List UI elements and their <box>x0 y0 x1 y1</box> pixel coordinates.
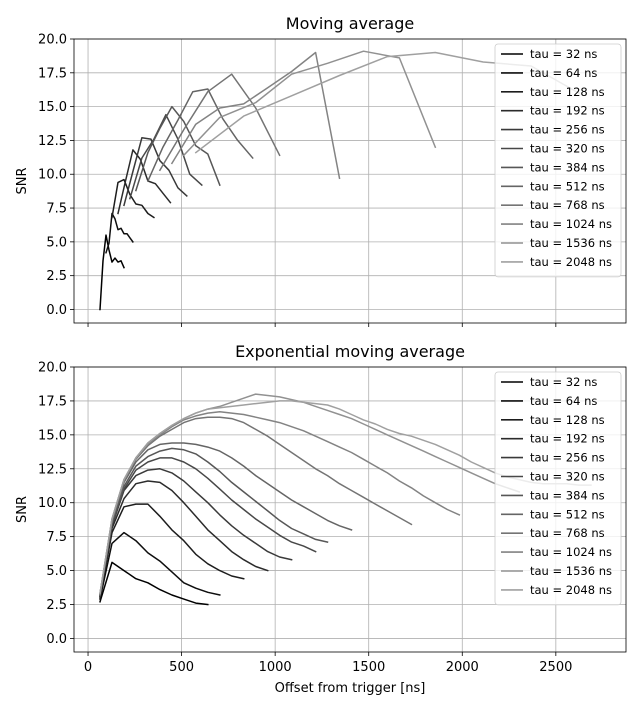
legend-label: tau = 320 ns <box>530 470 605 484</box>
y-tick-label: 15.0 <box>38 428 67 443</box>
series-line-9 <box>99 411 461 595</box>
legend-label: tau = 128 ns <box>530 413 605 427</box>
chart-title: Moving average <box>286 14 414 33</box>
series-line-2 <box>111 178 155 219</box>
series-lines <box>99 393 592 606</box>
y-tick-label: 12.5 <box>38 462 67 477</box>
axes-frame <box>73 366 627 653</box>
series-line-0 <box>99 561 209 606</box>
x-tick-label: 1000 <box>259 660 292 675</box>
subplot-moving-average: 0.0 2.5 5.0 7.5 10.0 12.5 15.0 17.5 20.0 Moving a… <box>15 14 627 327</box>
legend-label: tau = 1536 ns <box>530 236 612 250</box>
y-tick-label: 20.0 <box>38 33 67 48</box>
series-line-3 <box>117 149 172 215</box>
series-line-8 <box>158 73 281 172</box>
x-tick-label: 500 <box>169 660 194 675</box>
series-line-2 <box>99 503 245 599</box>
legend-label: tau = 384 ns <box>530 160 605 174</box>
legend-box <box>494 371 622 606</box>
chart-title: Exponential moving average <box>235 342 465 361</box>
series-line-10 <box>182 50 437 157</box>
legend-label: tau = 512 ns <box>530 507 605 521</box>
series-line-0 <box>99 234 125 311</box>
y-tick-label: 10.0 <box>38 168 67 183</box>
axes-frame <box>73 38 627 324</box>
y-tick-label: 17.5 <box>38 394 67 409</box>
y-tick-label: 7.5 <box>46 530 67 545</box>
series-line-6 <box>99 447 329 596</box>
series-line-7 <box>146 88 254 182</box>
legend-label: tau = 32 ns <box>530 375 597 389</box>
legend-label: tau = 64 ns <box>530 66 597 80</box>
legend-box <box>494 43 622 278</box>
y-axis-label: SNR <box>15 496 30 523</box>
legend-label: tau = 768 ns <box>530 198 605 212</box>
y-tick-label: 17.5 <box>38 66 67 81</box>
legend-label: tau = 256 ns <box>530 451 605 465</box>
legend-label: tau = 2048 ns <box>530 583 612 597</box>
subplot-exponential-moving-average: 0 500 1000 1500 2000 2500 0.0 2.5 5.0 7.5 10.0 12.5… <box>15 342 627 696</box>
x-tick-label: 1500 <box>352 660 385 675</box>
legend-label: tau = 320 ns <box>530 142 605 156</box>
x-tick-label: 2000 <box>446 660 479 675</box>
series-line-9 <box>170 51 341 180</box>
x-tick-label: 0 <box>84 660 92 675</box>
y-axis-label: SNR <box>15 167 30 194</box>
legend-label: tau = 128 ns <box>530 85 605 99</box>
legend-label: tau = 192 ns <box>530 432 605 446</box>
y-tick-label: 5.0 <box>46 564 67 579</box>
series-line-3 <box>99 480 269 598</box>
series-line-1 <box>99 531 221 600</box>
y-tick-label: 0.0 <box>46 632 67 647</box>
legend-label: tau = 1024 ns <box>530 217 612 231</box>
series-line-1 <box>105 212 134 254</box>
series-line-5 <box>128 113 203 200</box>
legend-label: tau = 256 ns <box>530 123 605 137</box>
series-line-4 <box>99 468 293 598</box>
y-tick-label: 0.0 <box>46 303 67 318</box>
legend: tau = 32 ns tau = 64 ns tau = 128 ns tau = … <box>494 371 622 606</box>
y-tick-label: 20.0 <box>38 361 67 376</box>
legend-label: tau = 1024 ns <box>530 545 612 559</box>
legend-label: tau = 64 ns <box>530 394 597 408</box>
series-line-4 <box>123 136 188 207</box>
legend-label: tau = 2048 ns <box>530 255 612 269</box>
series-line-6 <box>134 105 221 192</box>
legend-label: tau = 32 ns <box>530 47 597 61</box>
y-tick-label: 2.5 <box>46 598 67 613</box>
x-tick-label: 2500 <box>539 660 572 675</box>
x-axis-label: Offset from trigger [ns] <box>275 681 426 696</box>
legend-label: tau = 192 ns <box>530 104 605 118</box>
y-tick-label: 12.5 <box>38 134 67 149</box>
legend-label: tau = 512 ns <box>530 179 605 193</box>
y-tick-label: 5.0 <box>46 235 67 250</box>
series-line-5 <box>99 457 317 596</box>
y-tick-label: 15.0 <box>38 100 67 115</box>
series-line-7 <box>99 442 353 596</box>
y-tick-label: 10.0 <box>38 496 67 511</box>
y-tick-label: 7.5 <box>46 202 67 217</box>
legend-label: tau = 768 ns <box>530 526 605 540</box>
legend-label: tau = 384 ns <box>530 488 605 502</box>
legend-label: tau = 1536 ns <box>530 564 612 578</box>
legend: tau = 32 ns tau = 64 ns tau = 128 ns tau = … <box>494 43 622 278</box>
y-tick-label: 2.5 <box>46 269 67 284</box>
series-line-8 <box>99 416 413 595</box>
